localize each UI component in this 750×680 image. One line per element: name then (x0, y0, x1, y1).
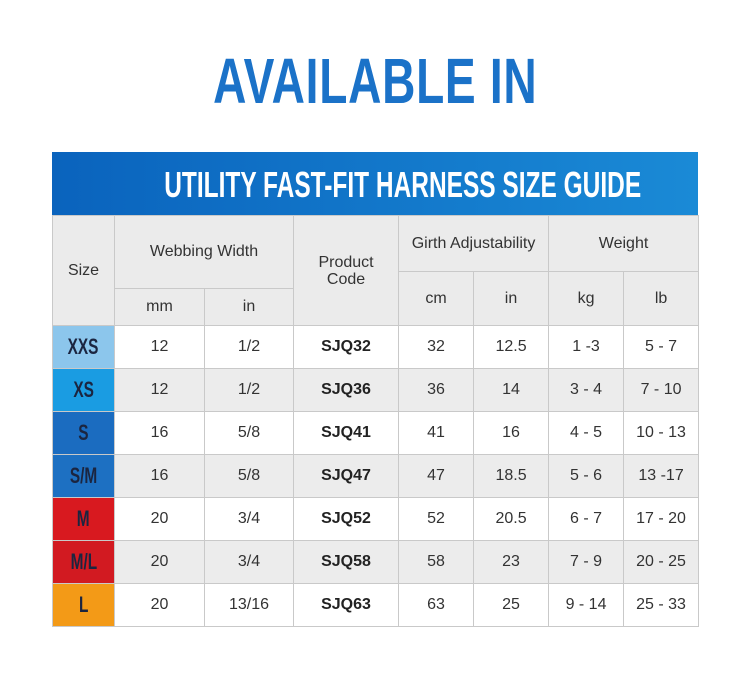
cell-size: L (52, 583, 115, 627)
cell-code: SJQ47 (293, 454, 400, 498)
cell-in: 5/8 (203, 454, 295, 498)
cell-girth-in: 14 (473, 368, 550, 412)
size-label: L (78, 592, 89, 617)
cell-cm: 52 (398, 497, 475, 541)
cell-size: M/L (52, 540, 115, 584)
cell-in: 5/8 (203, 411, 295, 455)
cell-in: 3/4 (203, 497, 295, 541)
cell-lb: 5 - 7 (623, 325, 700, 369)
cell-size: S (52, 411, 115, 455)
cell-in: 3/4 (203, 540, 295, 584)
table-row: S 16 5/8 SJQ41 41 16 4 - 5 10 - 13 (52, 411, 700, 455)
header-cm: cm (398, 271, 475, 326)
cell-lb: 10 - 13 (623, 411, 700, 455)
cell-code: SJQ36 (293, 368, 400, 412)
cell-cm: 63 (398, 583, 475, 627)
cell-cm: 32 (398, 325, 475, 369)
header-girth-in: in (473, 271, 550, 326)
cell-size: M (52, 497, 115, 541)
header-size: Size (52, 215, 115, 326)
cell-mm: 16 (114, 454, 205, 498)
cell-size: S/M (52, 454, 115, 498)
cell-mm: 20 (114, 583, 205, 627)
cell-mm: 20 (114, 497, 205, 541)
cell-kg: 9 - 14 (548, 583, 625, 627)
cell-code: SJQ52 (293, 497, 400, 541)
size-label: XXS (68, 334, 99, 359)
cell-mm: 12 (114, 325, 205, 369)
cell-lb: 20 - 25 (623, 540, 700, 584)
cell-cm: 41 (398, 411, 475, 455)
cell-girth-in: 12.5 (473, 325, 550, 369)
header-kg: kg (548, 271, 625, 326)
cell-code: SJQ63 (293, 583, 400, 627)
cell-girth-in: 23 (473, 540, 550, 584)
header-product-code: Product Code (293, 215, 400, 326)
cell-mm: 20 (114, 540, 205, 584)
table-row: L 20 13/16 SJQ63 63 25 9 - 14 25 - 33 (52, 583, 700, 627)
size-label: S (78, 420, 89, 445)
size-label: XS (73, 377, 94, 402)
size-label: M/L (70, 549, 97, 574)
cell-cm: 58 (398, 540, 475, 584)
cell-cm: 47 (398, 454, 475, 498)
cell-code: SJQ58 (293, 540, 400, 584)
cell-code: SJQ32 (293, 325, 400, 369)
cell-kg: 5 - 6 (548, 454, 625, 498)
cell-lb: 25 - 33 (623, 583, 700, 627)
header-mm: mm (114, 288, 205, 326)
cell-kg: 3 - 4 (548, 368, 625, 412)
header-girth: Girth Adjustability (398, 215, 550, 272)
cell-kg: 7 - 9 (548, 540, 625, 584)
table-title: UTILITY FAST-FIT HARNESS SIZE GUIDE (52, 152, 698, 215)
cell-girth-in: 16 (473, 411, 550, 455)
cell-code: SJQ41 (293, 411, 400, 455)
headline: AVAILABLE IN (212, 45, 538, 117)
cell-in: 13/16 (203, 583, 295, 627)
cell-lb: 13 -17 (623, 454, 700, 498)
cell-lb: 17 - 20 (623, 497, 700, 541)
cell-girth-in: 18.5 (473, 454, 550, 498)
cell-girth-in: 25 (473, 583, 550, 627)
cell-in: 1/2 (203, 368, 295, 412)
size-label: S/M (69, 463, 98, 488)
size-label: M (77, 506, 90, 531)
cell-kg: 4 - 5 (548, 411, 625, 455)
cell-lb: 7 - 10 (623, 368, 700, 412)
cell-size: XS (52, 368, 115, 412)
size-guide-table: UTILITY FAST-FIT HARNESS SIZE GUIDE Size… (52, 152, 700, 627)
cell-in: 1/2 (203, 325, 295, 369)
cell-size: XXS (52, 325, 115, 369)
cell-cm: 36 (398, 368, 475, 412)
cell-mm: 16 (114, 411, 205, 455)
cell-kg: 6 - 7 (548, 497, 625, 541)
cell-mm: 12 (114, 368, 205, 412)
table-row: S/M 16 5/8 SJQ47 47 18.5 5 - 6 13 -17 (52, 454, 700, 498)
cell-girth-in: 20.5 (473, 497, 550, 541)
header-weight: Weight (548, 215, 700, 272)
header-in: in (203, 288, 295, 326)
table-row: M/L 20 3/4 SJQ58 58 23 7 - 9 20 - 25 (52, 540, 700, 584)
cell-kg: 1 -3 (548, 325, 625, 369)
table-row: XXS 12 1/2 SJQ32 32 12.5 1 -3 5 - 7 (52, 325, 700, 369)
header-lb: lb (623, 271, 700, 326)
header-webbing-width: Webbing Width (113, 215, 295, 289)
table-row: M 20 3/4 SJQ52 52 20.5 6 - 7 17 - 20 (52, 497, 700, 541)
